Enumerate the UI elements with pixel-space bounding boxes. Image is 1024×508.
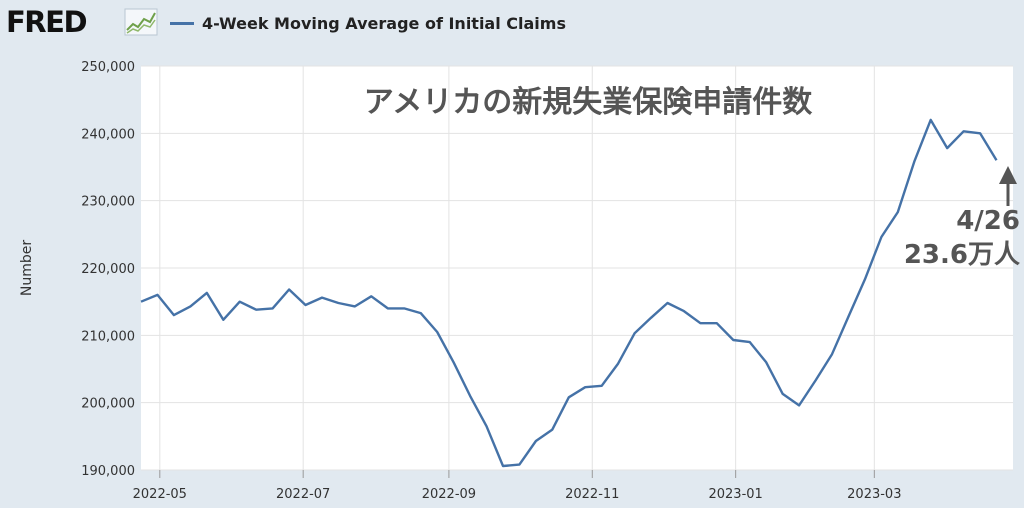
x-tick-label: 2022-11 — [565, 487, 619, 502]
chart-title: アメリカの新規失業保険申請件数 — [364, 85, 813, 120]
y-axis-label: Number — [19, 240, 35, 296]
annotation-date: 4/26 — [956, 206, 1020, 236]
y-tick-label: 210,000 — [81, 329, 135, 344]
y-tick-label: 190,000 — [81, 464, 135, 479]
annotation-value: 23.6万人 — [904, 240, 1020, 270]
fred-logo-chart-icon — [124, 8, 158, 36]
y-tick-label: 250,000 — [81, 60, 135, 75]
legend-swatch — [170, 21, 194, 25]
y-tick-label: 220,000 — [81, 262, 135, 277]
series-points — [140, 119, 997, 467]
x-tick-label: 2022-07 — [276, 487, 330, 502]
x-axis-ticks: 2022-05 2022-07 2022-09 2022-11 2023-01 2023-… — [133, 470, 901, 502]
annotation: 4/26 23.6万人 — [904, 166, 1020, 270]
y-tick-label: 200,000 — [81, 397, 135, 412]
fred-logo[interactable]: FRED — [6, 5, 88, 39]
y-tick-label: 230,000 — [81, 195, 135, 210]
annotation-arrow-head — [999, 166, 1017, 184]
x-tick-label: 2022-09 — [422, 487, 476, 502]
y-axis-ticks: 190,000 200,000 210,000 220,000 230,000 240,0… — [81, 60, 135, 479]
legend-label: 4-Week Moving Average of Initial Claims — [202, 13, 566, 33]
x-tick-label: 2023-03 — [847, 487, 901, 502]
x-tick-label: 2022-05 — [133, 487, 187, 502]
y-tick-label: 240,000 — [81, 127, 135, 142]
header: FRED 4-Week Moving Average of Initial Cl… — [0, 0, 1024, 50]
x-tick-label: 2023-01 — [708, 487, 762, 502]
grid-lines — [141, 65, 1013, 471]
legend[interactable]: 4-Week Moving Average of Initial Claims — [170, 10, 566, 36]
